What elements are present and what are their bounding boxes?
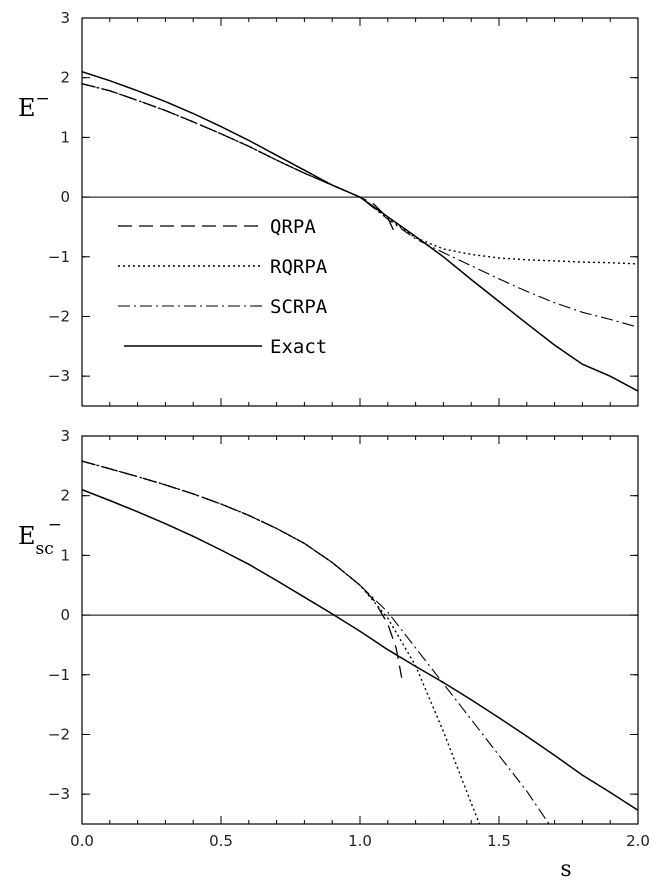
top-panel: 3 2 1 0 −1 −2 −3 E− QRPA RQRPA SCRPA Exact (18, 9, 639, 407)
x-tick-label: 0.0 (70, 832, 94, 850)
y-tick-label: 3 (60, 427, 70, 445)
bottom-panel: 3 2 1 0 −1 −2 −3 0.0 0.5 1.0 1.5 2.0 Esc − s (18, 427, 650, 882)
series-line-rqrpa (82, 460, 481, 824)
plot-frame (81, 435, 639, 825)
y-axis-label-superscript: − (48, 515, 62, 535)
y-tick-label: −3 (48, 785, 70, 803)
y-tick-label: 3 (60, 9, 70, 27)
y-axis-label-base: E (18, 94, 36, 122)
y-tick-label: −3 (48, 367, 70, 385)
x-tick-label: 1.5 (487, 832, 511, 850)
series-line-scrpa (82, 83, 638, 328)
y-axis-label-subscript: sc (36, 539, 54, 559)
y-tick-label: −2 (48, 725, 70, 743)
series-line-qrpa (82, 83, 394, 231)
legend: QRPA RQRPA SCRPA Exact (118, 216, 328, 358)
series-line-scrpa (82, 460, 550, 824)
legend-label-exact: Exact (270, 336, 327, 358)
y-axis-label-superscript: − (36, 89, 50, 109)
y-axis-label: Esc − (18, 515, 62, 559)
y-tick-label: −1 (48, 666, 70, 684)
y-tick-label: −1 (48, 248, 70, 266)
series-line-qrpa (82, 460, 403, 678)
x-axis-label: s (560, 857, 571, 882)
x-tick-label: 2.0 (626, 832, 650, 850)
y-axis-label: E− (18, 89, 50, 122)
y-tick-label: 0 (60, 606, 70, 624)
series-line-exact (82, 70, 638, 392)
y-tick-label: 2 (60, 487, 70, 505)
x-tick-label: 1.0 (348, 832, 372, 850)
y-tick-label: 1 (60, 128, 70, 146)
y-tick-label: −2 (48, 307, 70, 325)
plot-frame (81, 17, 639, 407)
legend-label-scrpa: SCRPA (270, 296, 328, 318)
y-axis-label-base: E (18, 522, 36, 550)
x-tick-label: 0.5 (209, 832, 233, 850)
y-tick-label: 2 (60, 69, 70, 87)
series-line-exact (82, 489, 638, 811)
series-group (82, 460, 638, 824)
y-tick-label: 1 (60, 546, 70, 564)
legend-label-qrpa: QRPA (270, 216, 316, 238)
series-group (82, 70, 638, 392)
y-tick-label: 0 (60, 188, 70, 206)
legend-label-rqrpa: RQRPA (270, 256, 328, 278)
